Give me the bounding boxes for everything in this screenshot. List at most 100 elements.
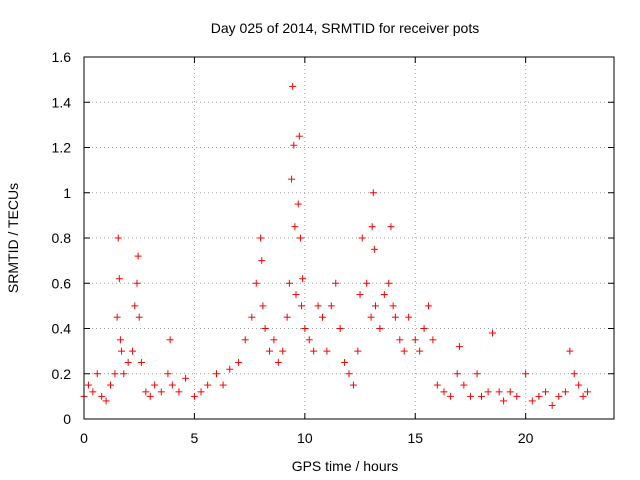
data-point [279, 347, 287, 355]
data-point [332, 279, 340, 287]
data-point [299, 275, 307, 283]
x-tick-label: 20 [518, 430, 534, 446]
data-point [166, 336, 174, 344]
data-point [301, 325, 309, 332]
data-point [542, 388, 550, 396]
chart-title: Day 025 of 2014, SRMTID for receiver pot… [211, 20, 479, 36]
data-point [555, 392, 563, 400]
data-point [370, 245, 378, 253]
data-point [133, 279, 141, 287]
data-point [115, 275, 123, 283]
data-point [453, 370, 461, 378]
x-tick-label: 0 [80, 430, 88, 446]
data-point [575, 381, 583, 389]
y-axis-label: SRMTID / TECUs [5, 183, 21, 293]
data-point [345, 370, 353, 378]
data-point [513, 392, 521, 400]
x-tick-label: 10 [297, 430, 313, 446]
data-point [314, 302, 322, 310]
data-point [288, 175, 296, 183]
data-point [363, 279, 371, 287]
data-point [416, 347, 424, 355]
data-point [358, 234, 366, 242]
data-point [566, 347, 574, 355]
data-point [289, 82, 297, 90]
data-point [400, 347, 408, 355]
data-point [113, 313, 121, 321]
data-point [380, 291, 388, 299]
data-point [285, 279, 293, 287]
data-point [235, 358, 243, 366]
data-point [319, 313, 326, 321]
data-point [248, 313, 256, 321]
y-tick-label: 0.4 [52, 321, 72, 337]
data-point [336, 325, 344, 332]
y-tick-label: 1 [63, 185, 71, 201]
data-point [310, 347, 318, 355]
y-tick-label: 0.8 [52, 230, 72, 246]
data-point [385, 279, 393, 287]
data-point [506, 388, 514, 396]
data-point [548, 401, 556, 409]
y-tick-label: 1.6 [52, 49, 72, 65]
data-point [420, 325, 428, 332]
data-point [261, 325, 269, 332]
data-point [259, 302, 267, 310]
data-point [478, 392, 485, 400]
data-point [102, 397, 110, 405]
data-point [98, 392, 106, 400]
data-point [579, 392, 587, 400]
data-point [124, 358, 132, 366]
y-tick-label: 0.2 [52, 366, 72, 382]
y-tick-label: 0.6 [52, 275, 72, 291]
data-point [466, 392, 474, 400]
data-point [389, 302, 397, 310]
data-point [270, 336, 278, 344]
data-point [142, 388, 150, 396]
y-tick-label: 1.2 [52, 140, 72, 156]
x-tick-label: 5 [191, 430, 199, 446]
plot-frame [83, 56, 615, 420]
data-point [283, 313, 291, 321]
data-point [500, 397, 508, 405]
data-point [528, 397, 536, 405]
data-point [252, 279, 260, 287]
data-point [296, 234, 304, 242]
data-point [298, 302, 306, 310]
data-point [241, 336, 249, 344]
data-point [219, 381, 227, 389]
data-point [107, 381, 114, 389]
x-axis-label: GPS time / hours [292, 458, 399, 474]
data-point [291, 223, 299, 231]
data-point [369, 189, 377, 197]
data-point [387, 223, 395, 231]
data-point [190, 392, 198, 400]
y-tick-label: 1.4 [52, 94, 72, 110]
data-point [570, 370, 578, 378]
data-point [197, 388, 205, 396]
data-point [341, 358, 349, 366]
data-point [120, 370, 128, 378]
data-point [182, 374, 190, 382]
data-point [489, 329, 497, 337]
data-point [327, 302, 335, 310]
data-point [522, 370, 530, 378]
data-point [84, 381, 92, 389]
data-point [460, 381, 468, 389]
data-point [226, 365, 234, 373]
data-point [118, 347, 126, 355]
data-point [356, 291, 364, 299]
gridlines [84, 57, 614, 419]
data-points [80, 82, 591, 409]
data-point [111, 370, 119, 378]
data-point [131, 302, 139, 310]
data-point [274, 358, 282, 366]
data-point [411, 336, 419, 344]
data-point [455, 343, 463, 351]
data-point [295, 132, 303, 140]
data-point [89, 388, 97, 396]
axis-ticks: 0 0.2 0.4 0.6 0.8 1 1.2 1.4 1.6 0 5 10 15 20 [52, 49, 614, 446]
data-point [258, 257, 266, 265]
data-point [135, 313, 143, 321]
data-point [391, 313, 399, 321]
